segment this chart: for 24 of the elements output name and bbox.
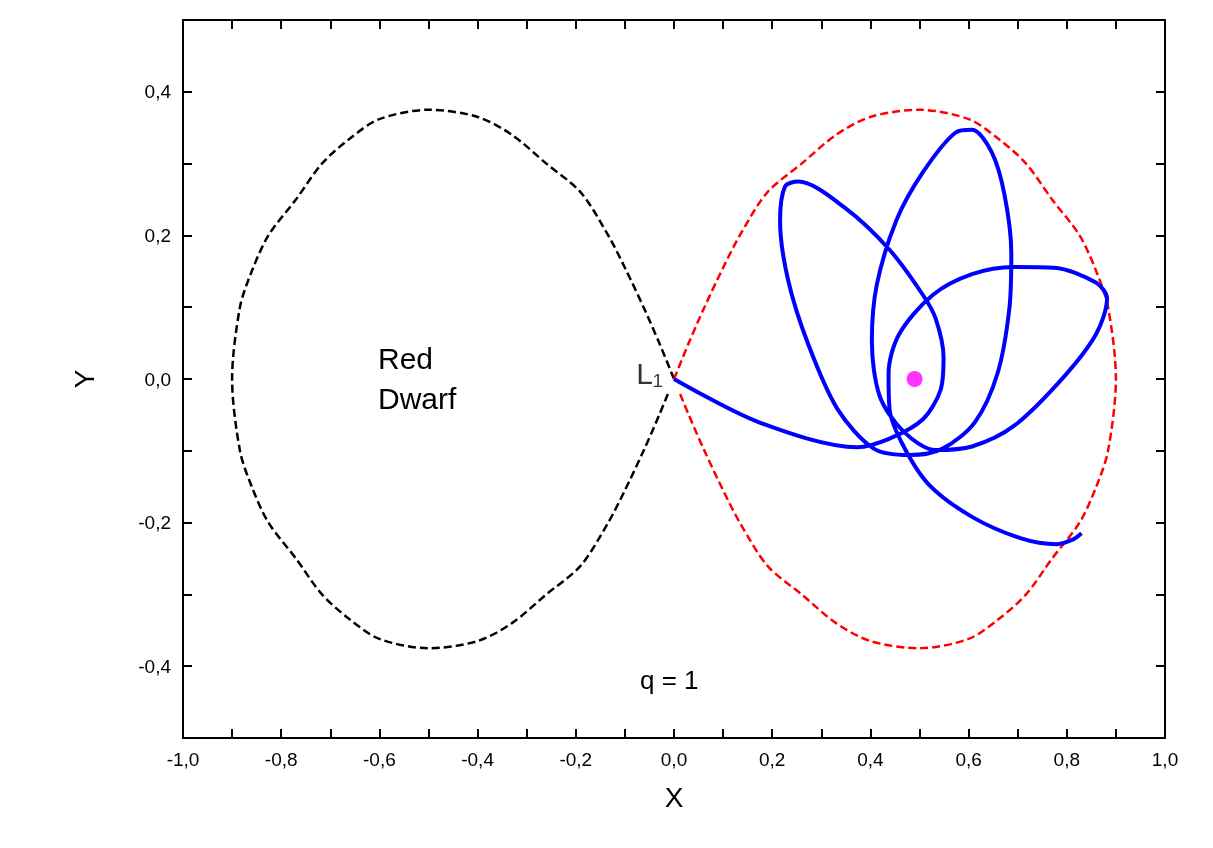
x-tick-label: 0,4: [857, 749, 885, 770]
line-series: [230, 108, 676, 650]
line-series: [672, 127, 1110, 547]
y-tick-label: 0,0: [144, 368, 171, 390]
x-tick-label: -0,6: [363, 749, 396, 770]
x-tick-label: -0,8: [264, 749, 298, 770]
y-tick-label: 0,4: [144, 81, 172, 103]
x-tick-label: 0,6: [955, 749, 982, 770]
line-series: [672, 108, 1118, 650]
y-tick-label: 0,2: [144, 224, 171, 246]
x-axis-title: X: [664, 781, 684, 813]
x-tick-label: 0,8: [1053, 749, 1081, 770]
annotation: Red Dwarf: [378, 341, 457, 415]
x-tick-label: -1,0: [166, 749, 200, 770]
x-tick-label: 0,2: [758, 749, 786, 770]
y-tick-label: -0,4: [138, 655, 172, 677]
x-tick-label: -0,2: [559, 749, 593, 770]
annotation: q = 1: [640, 665, 699, 695]
annotation: L₁: [636, 356, 663, 390]
y-axis-title: Y: [68, 369, 100, 389]
x-tick-label: 0,0: [660, 749, 688, 770]
x-tick-label: 1,0: [1151, 749, 1179, 770]
x-tick-label: -0,4: [461, 749, 495, 770]
y-tick-label: -0,2: [138, 512, 171, 534]
